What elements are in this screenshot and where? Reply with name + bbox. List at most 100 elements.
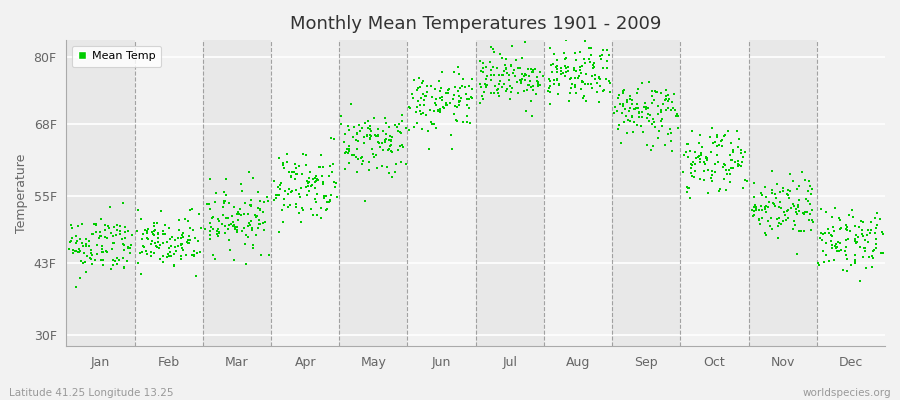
Point xyxy=(512,76,526,83)
Point xyxy=(225,223,239,229)
Point xyxy=(363,126,377,132)
Point xyxy=(166,262,181,268)
Point xyxy=(765,167,779,174)
Point xyxy=(301,182,315,189)
Point xyxy=(620,96,634,103)
Point xyxy=(700,166,715,173)
Point xyxy=(250,205,265,212)
Point xyxy=(586,62,600,69)
Point xyxy=(562,90,577,96)
Point xyxy=(860,238,875,245)
Point xyxy=(653,109,668,115)
Point xyxy=(349,130,364,136)
Point xyxy=(515,76,529,83)
Point xyxy=(747,208,761,214)
Point xyxy=(596,47,610,54)
Point xyxy=(162,253,176,259)
Point xyxy=(379,131,393,137)
Point xyxy=(112,256,126,263)
Point xyxy=(462,96,476,102)
Point xyxy=(587,64,601,70)
Point xyxy=(98,227,112,233)
Point xyxy=(816,231,831,237)
Point xyxy=(826,257,841,263)
Point xyxy=(317,194,331,201)
Bar xyxy=(680,40,749,346)
Point xyxy=(562,98,576,104)
Point xyxy=(525,69,539,76)
Point xyxy=(203,175,218,182)
Point xyxy=(752,207,766,213)
Point xyxy=(734,162,749,169)
Point xyxy=(616,103,631,110)
Point xyxy=(406,95,420,101)
Point xyxy=(210,231,224,238)
Point xyxy=(278,188,293,195)
Point xyxy=(599,76,614,83)
Point xyxy=(312,164,327,170)
Point xyxy=(758,204,772,210)
Point xyxy=(231,208,246,215)
Point xyxy=(439,90,454,96)
Point xyxy=(566,67,580,73)
Point xyxy=(89,221,104,228)
Point xyxy=(117,224,131,230)
Point xyxy=(65,225,79,231)
Point xyxy=(212,233,226,239)
Point xyxy=(763,222,778,229)
Point xyxy=(319,192,333,199)
Point xyxy=(316,164,330,170)
Point xyxy=(698,155,713,161)
Point xyxy=(685,161,699,168)
Point xyxy=(222,247,237,254)
Point xyxy=(680,189,694,195)
Point xyxy=(850,240,864,247)
Point xyxy=(411,85,426,91)
Point xyxy=(321,199,336,206)
Point xyxy=(688,168,702,174)
Point xyxy=(452,98,466,104)
Point xyxy=(712,186,726,193)
Point xyxy=(373,144,387,150)
Point xyxy=(242,168,256,175)
Point xyxy=(73,236,87,242)
Point xyxy=(716,143,730,149)
Point xyxy=(308,174,322,181)
Point xyxy=(788,218,802,224)
Point xyxy=(110,260,124,267)
Point xyxy=(327,136,341,142)
Point xyxy=(235,228,249,234)
Point xyxy=(151,245,166,251)
Point xyxy=(849,257,863,263)
Point xyxy=(832,217,847,223)
Point xyxy=(650,88,664,95)
Point xyxy=(100,248,114,255)
Point xyxy=(584,52,598,58)
Point xyxy=(513,65,527,72)
Point xyxy=(402,127,417,133)
Point xyxy=(850,239,865,246)
Point xyxy=(839,252,853,258)
Point xyxy=(302,179,317,185)
Point xyxy=(826,224,841,230)
Point xyxy=(574,63,589,70)
Point xyxy=(653,107,668,114)
Point xyxy=(115,236,130,243)
Point xyxy=(451,64,465,70)
Point xyxy=(859,265,873,272)
Point xyxy=(790,211,805,218)
Point xyxy=(371,132,385,138)
Point xyxy=(847,236,861,242)
Point xyxy=(378,139,392,146)
Point xyxy=(735,158,750,165)
Point xyxy=(644,147,658,153)
Point xyxy=(310,176,324,182)
Point xyxy=(490,87,504,93)
Point xyxy=(611,94,625,101)
Point xyxy=(710,152,724,158)
Point xyxy=(325,169,339,176)
Bar xyxy=(476,40,544,346)
Point xyxy=(194,225,209,232)
Point xyxy=(710,142,724,149)
Point xyxy=(472,58,487,64)
